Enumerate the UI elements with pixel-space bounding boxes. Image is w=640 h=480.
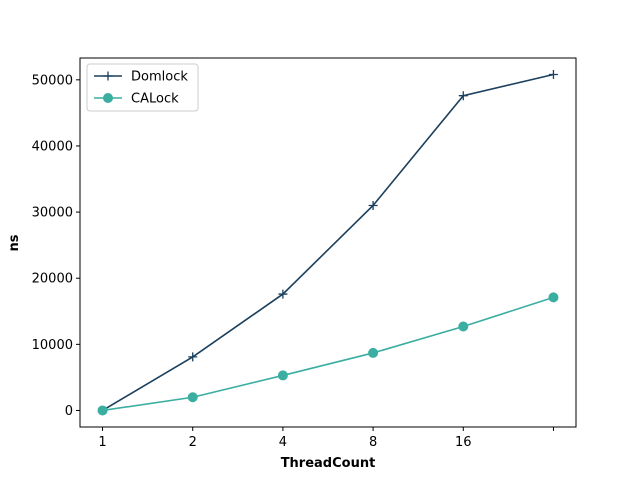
data-point-calock [97,405,108,416]
x-tick-label: 4 [279,435,287,450]
legend-marker [103,93,113,103]
legend-label: CALock [131,92,179,107]
x-tick-label: 1 [98,435,106,450]
data-point-calock [548,292,559,303]
y-axis-label: ns [7,234,22,251]
x-tick-label: 8 [369,435,377,450]
y-tick-label: 40000 [32,139,73,154]
legend-marker [103,71,113,81]
data-point-calock [187,392,198,403]
data-point-domlock [368,200,378,210]
y-tick-label: 50000 [32,73,73,88]
data-point-calock [368,347,379,358]
data-point-domlock [278,289,288,299]
plot-frame [79,57,577,428]
y-tick-label: 0 [65,404,73,419]
y-tick-label: 20000 [32,272,73,287]
y-axis: 0 10000 20000 30000 40000 50000 [32,73,80,419]
series-layer [97,70,559,416]
series-line-calock [102,296,554,412]
legend-label: Domlock [131,70,188,85]
series-calock [97,292,559,416]
data-point-domlock [548,70,558,80]
legend-item-domlock: Domlock [94,70,188,85]
x-tick-label: 16 [455,435,472,450]
legend-item-calock: CALock [94,92,179,107]
x-tick-label: 2 [189,435,197,450]
x-axis-label: ThreadCount [281,456,376,471]
data-point-domlock [188,352,198,362]
y-tick-label: 10000 [32,338,73,353]
data-point-calock [458,321,469,332]
data-point-domlock [458,91,468,101]
data-point-calock [277,370,288,381]
series-line-domlock [102,73,554,412]
legend: Domlock CALock [86,63,199,112]
y-tick-label: 30000 [32,206,73,221]
x-axis: 1 2 4 8 16 [98,427,554,450]
